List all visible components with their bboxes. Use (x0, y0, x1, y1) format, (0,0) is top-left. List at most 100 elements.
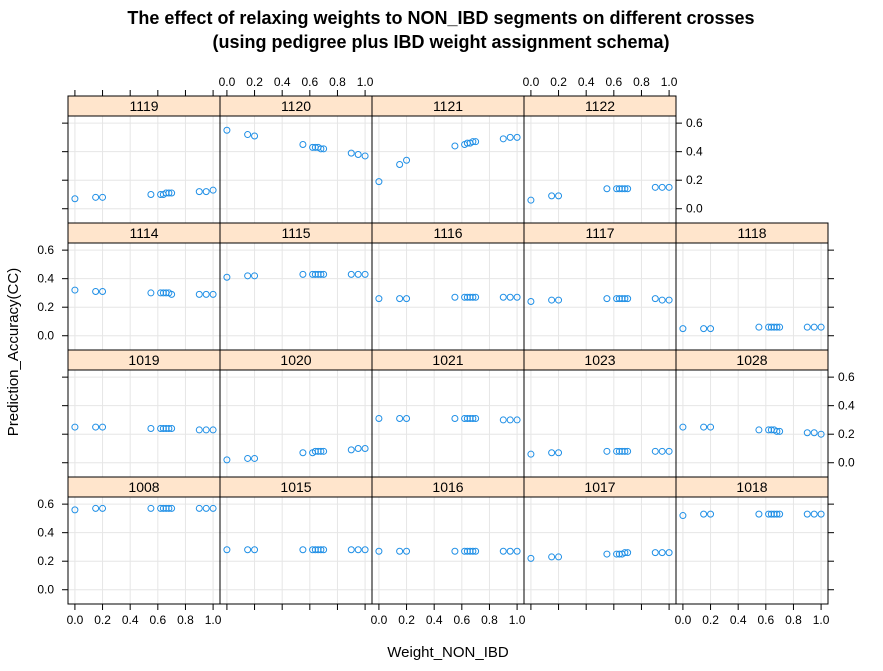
data-point (548, 553, 556, 561)
data-point (548, 449, 556, 457)
data-point (472, 138, 480, 146)
data-point (195, 290, 203, 298)
data-point (555, 553, 563, 561)
x-tick-label: 0.6 (757, 613, 774, 627)
x-axis-label: Weight_NON_IBD (387, 644, 509, 661)
panel-1008: 1008 (67, 476, 221, 605)
data-point (755, 510, 763, 518)
panel-1019: 1019 (67, 349, 221, 478)
y-tick-label: 0.6 (838, 370, 855, 384)
data-point (700, 510, 708, 518)
panel-1117: 1117 (523, 222, 677, 351)
data-point (317, 447, 325, 455)
data-point (223, 126, 231, 134)
data-point (624, 549, 632, 557)
data-point (773, 427, 781, 435)
y-tick-label: 0.0 (686, 202, 703, 216)
data-point (469, 138, 477, 146)
data-point (810, 510, 818, 518)
data-point (209, 426, 217, 434)
x-tick-label: 0.4 (730, 613, 747, 627)
x-tick-label: 0.4 (122, 613, 139, 627)
data-point (99, 288, 107, 296)
data-point (707, 510, 715, 518)
data-point (555, 192, 563, 200)
data-point (209, 186, 217, 194)
data-point (506, 547, 514, 555)
panel-label: 1008 (128, 479, 159, 495)
data-point (506, 416, 514, 424)
data-point (347, 546, 355, 554)
y-axis-label: Prediction_Accuracy(CC) (5, 268, 22, 436)
x-tick-label: 0.2 (398, 613, 415, 627)
x-tick-label: 0.6 (149, 613, 166, 627)
data-point (817, 323, 825, 331)
panel-label: 1017 (584, 479, 615, 495)
panel-1023: 1023 (523, 349, 677, 478)
data-point (451, 142, 459, 150)
data-point (603, 295, 611, 303)
panel-label: 1119 (129, 98, 158, 114)
data-point (320, 447, 328, 455)
data-point (658, 549, 666, 557)
data-point (147, 424, 155, 432)
x-tick-label: 0.8 (785, 613, 802, 627)
panel-1116: 1116 (371, 222, 525, 351)
panel-frame (219, 115, 373, 224)
data-point (707, 325, 715, 333)
panel-frame (67, 369, 221, 478)
data-point (251, 132, 259, 140)
data-point (803, 429, 811, 437)
data-point (499, 135, 507, 143)
x-tick-label: 0.8 (481, 613, 498, 627)
data-point (624, 185, 632, 193)
y-tick-label: 0.0 (838, 456, 855, 470)
y-tick-label: 0.2 (686, 173, 703, 187)
data-point (472, 547, 480, 555)
y-tick-label: 0.6 (37, 497, 54, 511)
x-tick-label: 0.2 (246, 75, 263, 89)
data-point (499, 416, 507, 424)
panel-1021: 1021 (371, 349, 525, 478)
data-point (679, 512, 687, 520)
chart-title-line1: The effect of relaxing weights to NON_IB… (127, 8, 754, 28)
panel-1121: 1121 (371, 95, 525, 224)
data-point (700, 325, 708, 333)
panel-frame (523, 369, 677, 478)
data-point (472, 293, 480, 301)
x-tick-label: 0.6 (453, 613, 470, 627)
panel-frame (67, 496, 221, 605)
data-point (469, 293, 477, 301)
data-point (354, 270, 362, 278)
data-point (361, 270, 369, 278)
data-point (513, 416, 521, 424)
panel-1016: 1016 (371, 476, 525, 605)
data-point (92, 423, 100, 431)
data-point (624, 447, 632, 455)
data-point (396, 295, 404, 303)
panel-1118: 1118 (675, 222, 829, 351)
data-point (707, 423, 715, 431)
data-point (506, 293, 514, 301)
panel-1122: 1122 (523, 95, 677, 224)
data-point (71, 506, 79, 514)
data-point (773, 510, 781, 518)
data-point (223, 456, 231, 464)
data-point (527, 450, 535, 458)
data-point (624, 295, 632, 303)
x-tick-label: 0.4 (426, 613, 443, 627)
data-point (679, 423, 687, 431)
data-point (555, 449, 563, 457)
data-point (223, 546, 231, 554)
data-point (773, 323, 781, 331)
data-point (361, 152, 369, 160)
data-point (168, 189, 176, 197)
panel-label: 1016 (432, 479, 463, 495)
panel-label: 1020 (280, 352, 311, 368)
data-point (354, 444, 362, 452)
panel-1120: 1120 (219, 95, 373, 224)
data-point (396, 547, 404, 555)
panel-label: 1117 (585, 225, 614, 241)
data-point (403, 547, 411, 555)
data-point (361, 444, 369, 452)
